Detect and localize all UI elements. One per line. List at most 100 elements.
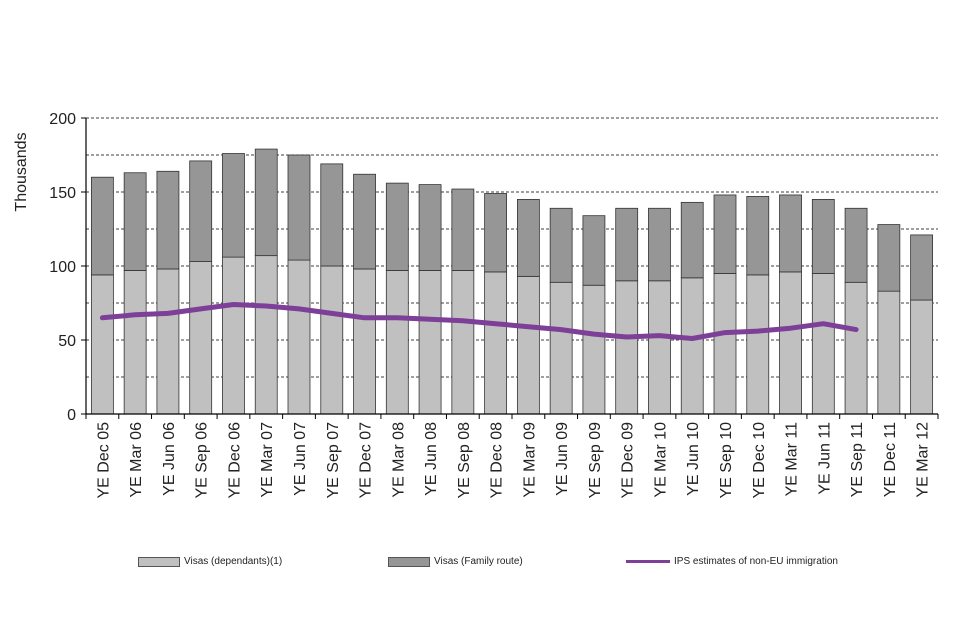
legend-label-ips: IPS estimates of non-EU immigration bbox=[674, 556, 838, 567]
bar-family-route bbox=[418, 184, 442, 271]
bar-dependants bbox=[582, 284, 606, 415]
y-tick-label: 200 bbox=[49, 111, 76, 128]
bar-dependants bbox=[680, 277, 704, 415]
y-axis-ticks: 0 50 100 150 200 bbox=[49, 111, 86, 424]
bar-dependants bbox=[353, 268, 376, 415]
bar-family-route bbox=[877, 224, 901, 292]
bar-family-route bbox=[222, 153, 245, 258]
legend-label-family: Visas (Family route) bbox=[434, 556, 523, 567]
x-tick-label: YE Mar 07 bbox=[259, 422, 276, 498]
bar-family-route bbox=[353, 173, 376, 270]
x-tick-label: YE Dec 06 bbox=[226, 422, 243, 499]
x-tick-label: YE Mar 12 bbox=[915, 422, 932, 498]
bar-family-route bbox=[746, 196, 770, 276]
bar-dependants bbox=[156, 268, 180, 415]
bar-dependants bbox=[222, 256, 245, 415]
x-tick-label: YE Mar 10 bbox=[652, 422, 669, 498]
y-tick-label: 50 bbox=[58, 333, 76, 350]
bars bbox=[90, 148, 934, 415]
bar-family-route bbox=[615, 207, 639, 282]
x-tick-label: YE Mar 09 bbox=[521, 422, 538, 498]
bar-dependants bbox=[648, 280, 671, 415]
bar-family-route bbox=[648, 207, 671, 282]
bar-family-route bbox=[549, 207, 573, 283]
x-tick-label: YE Sep 06 bbox=[194, 422, 211, 499]
x-tick-label: YE Mar 08 bbox=[390, 422, 407, 498]
bar-family-route bbox=[484, 193, 508, 273]
x-tick-label: YE Sep 10 bbox=[718, 422, 735, 499]
bar-family-route bbox=[156, 170, 180, 270]
bar-dependants bbox=[123, 270, 147, 415]
bar-family-route bbox=[451, 188, 475, 271]
legend-item-ips: IPS estimates of non-EU immigration bbox=[626, 556, 838, 567]
bar-dependants bbox=[418, 270, 442, 415]
bar-dependants bbox=[484, 271, 508, 415]
bar-family-route bbox=[844, 207, 868, 283]
bar-family-route bbox=[90, 176, 114, 276]
bar-family-route bbox=[189, 160, 213, 262]
ips-line bbox=[99, 302, 859, 341]
legend-swatch-family bbox=[388, 556, 430, 567]
x-tick-label: YE Sep 07 bbox=[325, 422, 342, 499]
bar-family-route bbox=[254, 148, 278, 257]
legend-swatch-ips bbox=[626, 560, 670, 563]
bar-dependants bbox=[811, 272, 835, 415]
bar-dependants bbox=[385, 270, 409, 415]
ips-line-group bbox=[99, 302, 859, 341]
bar-dependants bbox=[713, 272, 737, 415]
bar-family-route bbox=[910, 234, 934, 301]
bar-family-route bbox=[287, 154, 311, 261]
bar-dependants bbox=[516, 275, 540, 415]
bar-dependants bbox=[90, 274, 114, 415]
bar-dependants bbox=[779, 271, 802, 415]
bar-family-route bbox=[123, 172, 147, 271]
x-tick-label: YE Sep 09 bbox=[587, 422, 604, 499]
bar-dependants bbox=[746, 274, 770, 415]
x-tick-label: YE Dec 07 bbox=[358, 422, 375, 499]
bar-family-route bbox=[516, 198, 540, 277]
bar-family-route bbox=[582, 215, 606, 286]
x-tick-label: YE Jun 09 bbox=[554, 422, 571, 496]
bar-family-route bbox=[811, 198, 835, 274]
y-tick-label: 0 bbox=[67, 407, 76, 424]
y-tick-label: 150 bbox=[49, 185, 76, 202]
x-tick-label: YE Dec 05 bbox=[95, 422, 112, 499]
x-tick-label: YE Jun 07 bbox=[292, 422, 309, 496]
x-tick-label: YE Dec 10 bbox=[751, 422, 768, 499]
bar-dependants bbox=[615, 280, 639, 415]
x-tick-label: YE Jun 08 bbox=[423, 422, 440, 496]
x-tick-label: YE Mar 11 bbox=[784, 422, 801, 497]
x-tick-label: YE Jun 11 bbox=[816, 422, 833, 495]
bar-dependants bbox=[320, 265, 344, 415]
x-tick-label: YE Mar 06 bbox=[128, 422, 145, 498]
x-tick-label: YE Jun 06 bbox=[161, 422, 178, 496]
bar-family-route bbox=[779, 194, 802, 273]
bar-family-route bbox=[713, 194, 737, 274]
x-tick-label: YE Dec 11 bbox=[882, 422, 899, 497]
gridlines bbox=[86, 117, 938, 378]
x-axis-ticks: YE Dec 05 YE Mar 06 YE Jun 06 YE Sep 06 YE D… bbox=[85, 414, 939, 499]
y-tick-label: 100 bbox=[49, 259, 76, 276]
bar-dependants bbox=[451, 270, 475, 415]
bar-dependants bbox=[844, 281, 868, 415]
legend-label-dependants: Visas (dependants)(1) bbox=[184, 556, 283, 567]
bar-dependants bbox=[287, 259, 311, 415]
y-axis-label: Thousands bbox=[13, 132, 30, 211]
bar-family-route bbox=[385, 182, 409, 271]
bar-dependants bbox=[254, 255, 278, 415]
x-tick-label: YE Sep 11 bbox=[849, 422, 866, 497]
bar-dependants bbox=[189, 261, 213, 415]
legend-swatch-dependants bbox=[138, 556, 180, 567]
bar-dependants bbox=[549, 281, 573, 415]
bar-family-route bbox=[680, 201, 704, 279]
x-tick-label: YE Sep 08 bbox=[456, 422, 473, 499]
bar-family-route bbox=[320, 163, 344, 267]
legend-item-family: Visas (Family route) bbox=[388, 556, 523, 567]
x-tick-label: YE Dec 09 bbox=[620, 422, 637, 499]
bar-dependants bbox=[910, 299, 934, 415]
x-tick-label: YE Jun 10 bbox=[685, 422, 702, 496]
legend-item-dependants: Visas (dependants)(1) bbox=[138, 556, 282, 567]
x-tick-label: YE Dec 08 bbox=[489, 422, 506, 499]
bar-dependants bbox=[877, 290, 901, 415]
